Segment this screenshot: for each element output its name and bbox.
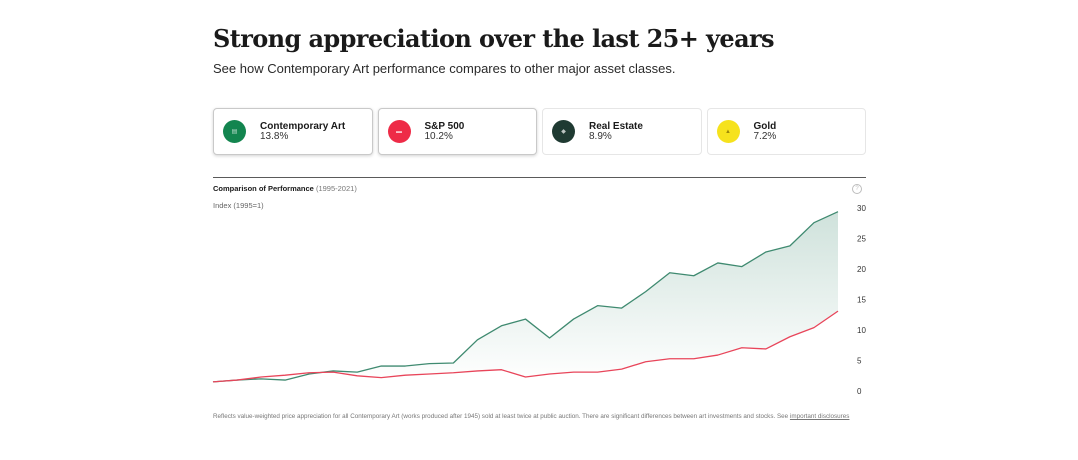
y-tick-label: 25 — [857, 235, 866, 244]
y-tick-label: 5 — [857, 357, 862, 366]
section-divider — [213, 177, 866, 178]
asset-return: 7.2% — [753, 130, 777, 142]
art-icon: ▤ — [223, 120, 246, 143]
asset-return: 8.9% — [589, 130, 612, 142]
asset-name: Contemporary Art — [260, 120, 346, 132]
asset-name: Real Estate — [589, 120, 643, 132]
y-axis: 0 5 10 15 20 25 30 — [857, 204, 866, 396]
asset-return: 10.2% — [424, 130, 453, 142]
page-subtitle: See how Contemporary Art performance com… — [213, 61, 676, 76]
chart-title: Comparison of Performance (1995-2021) — [213, 184, 357, 193]
gold-glyph: ▲ — [725, 128, 731, 135]
y-tick-label: 30 — [857, 204, 866, 213]
art-glyph: ▤ — [231, 128, 238, 135]
stocks-icon: ▬ — [387, 120, 411, 143]
footnote-text: Reflects value-weighted price appreciati… — [213, 413, 790, 420]
stocks-glyph: ▬ — [396, 128, 402, 135]
y-tick-label: 0 — [857, 387, 862, 396]
gold-icon: ▲ — [716, 120, 740, 143]
asset-card-sp500[interactable]: ▬ S&P 500 10.2% — [377, 108, 537, 155]
asset-card-gold[interactable]: ▲ Gold 7.2% — [706, 108, 866, 155]
asset-card-contemporary-art[interactable]: ▤ Contemporary Art 13.8% — [213, 108, 373, 155]
real-estate-icon: ◆ — [552, 120, 575, 143]
chart-title-text: Comparison of Performance — [213, 184, 314, 193]
asset-name: S&P 500 — [424, 120, 465, 132]
asset-name: Gold — [753, 120, 777, 132]
chart-date-range: (1995-2021) — [315, 184, 357, 193]
line-layer — [212, 211, 839, 383]
page-title: Strong appreciation over the last 25+ ye… — [213, 24, 775, 53]
y-axis-label: Index (1995=1) — [213, 201, 264, 210]
y-tick-label: 15 — [857, 296, 866, 305]
area-fill-contemporary-art — [213, 211, 838, 382]
y-tick-label: 20 — [857, 265, 866, 274]
y-tick-label: 10 — [857, 326, 866, 335]
area-layer — [213, 211, 838, 382]
asset-return: 13.8% — [260, 130, 289, 142]
asset-card-real-estate[interactable]: ◆ Real Estate 8.9% — [542, 108, 702, 155]
disclosures-link[interactable]: important disclosures — [789, 413, 850, 420]
real-estate-glyph: ◆ — [561, 128, 566, 135]
footnote: Reflects value-weighted price appreciati… — [213, 412, 853, 422]
asset-selector: ▤ Contemporary Art 13.8% ▬ S&P 500 10.2%… — [213, 108, 866, 155]
help-icon[interactable]: ? — [852, 184, 862, 194]
